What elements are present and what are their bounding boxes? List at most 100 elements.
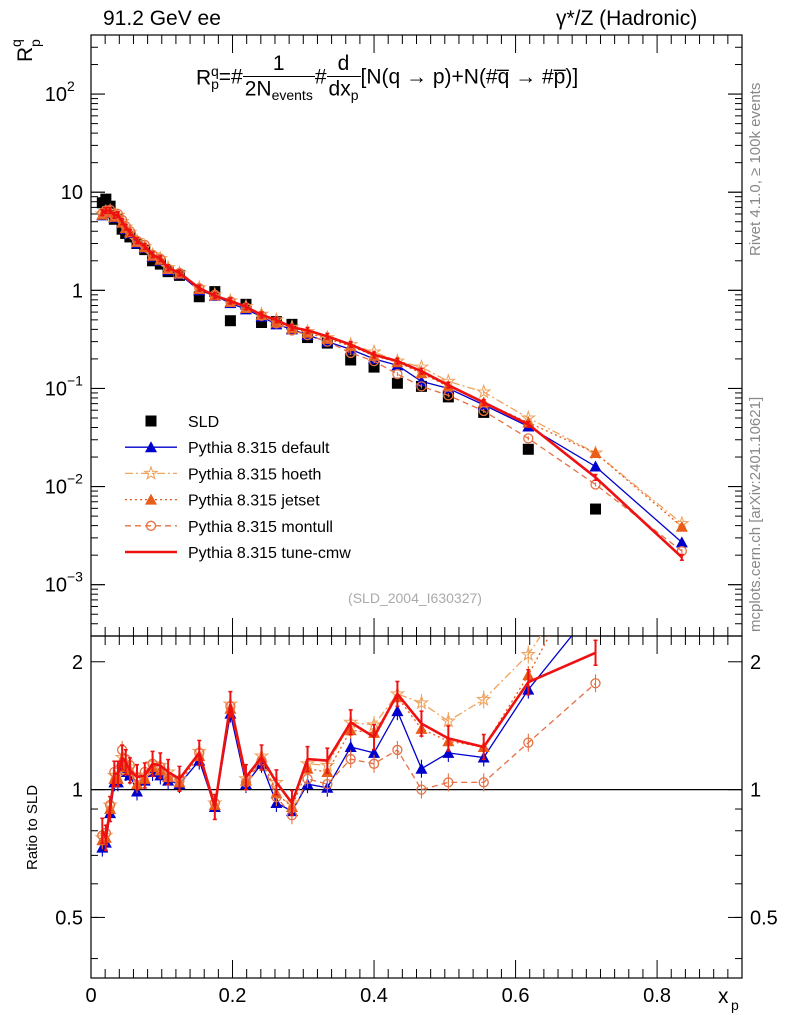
data-point <box>589 547 601 559</box>
y-tick-label: 10 <box>45 575 67 597</box>
y-tick-label: 2 <box>72 652 83 674</box>
y-tick-label: 10 <box>61 182 83 204</box>
legend-label: Pythia 8.315 jetset <box>188 493 320 510</box>
ratio-plot-frame <box>90 635 743 979</box>
series-montull <box>97 674 601 845</box>
data-point <box>475 691 492 707</box>
legend-marker <box>143 465 159 481</box>
data-point <box>675 520 688 532</box>
data-point <box>131 235 143 246</box>
x-axis-label: x p <box>718 985 739 1013</box>
data-point <box>194 283 205 294</box>
y-tick-exponent: 2 <box>67 78 75 94</box>
data-point <box>344 740 357 752</box>
data-point <box>368 361 380 373</box>
data-point <box>440 712 457 728</box>
data-point <box>415 375 428 387</box>
data-point <box>322 778 333 790</box>
data-point <box>345 354 357 366</box>
data-point <box>522 443 534 455</box>
legend-item-cmw: Pythia 8.315 tune-cmw <box>125 545 351 562</box>
x-tick-label: 0.8 <box>643 985 671 1007</box>
y-tick-label-right: 0.5 <box>750 907 778 929</box>
legend-marker <box>145 441 157 453</box>
mcplots-citation-label: mcplots.cern.ch [arXiv:2401.10621] <box>747 396 764 632</box>
x-tick-label: 0 <box>85 985 96 1007</box>
legend-label: Pythia 8.315 montull <box>188 519 333 536</box>
data-point <box>345 753 356 765</box>
ratio-axes: 0.5 0.5 1 1 2 2 0 0.2 0.4 0.6 0.8 <box>55 636 778 1007</box>
formula-lhs: Rpq <box>196 63 219 93</box>
legend-label: Pythia 8.315 tune-cmw <box>188 545 351 562</box>
data-point <box>590 678 601 689</box>
data-point <box>392 744 403 756</box>
series-line-montull <box>101 682 596 836</box>
svg-text:R: R <box>14 47 37 62</box>
data-point <box>100 193 112 205</box>
y-tick-label: 10 <box>45 477 67 499</box>
data-point <box>416 381 427 392</box>
data-point <box>155 253 166 264</box>
svg-text:q: q <box>8 39 24 47</box>
x-tick-label: 0.6 <box>502 985 530 1007</box>
legend-item-montull: Pythia 8.315 montull <box>125 519 333 536</box>
y-tick-exponent: −2 <box>67 471 83 487</box>
data-point <box>590 600 602 611</box>
x-tick-label: 0.2 <box>219 985 247 1007</box>
data-point <box>391 705 404 717</box>
x-tick-label: 0.4 <box>360 985 388 1007</box>
legend: SLD Pythia 8.315 default Pythia 8.315 hoet… <box>125 414 351 562</box>
svg-text:p: p <box>27 39 43 47</box>
legend-label: Pythia 8.315 hoeth <box>188 466 321 483</box>
data-point <box>589 460 602 472</box>
y-tick-label-right: 1 <box>750 780 761 802</box>
observable-formula: Rpq=# 1 2Nevents # d dxp [N(q → p)+N(#q̅ → #p̅… <box>196 52 579 104</box>
y-tick-label: 0.5 <box>55 907 83 929</box>
data-point <box>475 383 492 399</box>
process-title: γ*/Z (Hadronic) <box>556 7 698 30</box>
y-tick-exponent: −3 <box>67 569 83 585</box>
y-tick-label-right: 2 <box>750 652 761 674</box>
legend-label: Pythia 8.315 default <box>188 440 330 457</box>
data-point <box>415 762 428 774</box>
data-point <box>675 536 688 548</box>
series-cmw <box>100 639 598 852</box>
ratio-frame-border <box>90 635 743 979</box>
beam-energy-title: 91.2 GeV ee <box>103 7 221 30</box>
y-tick-label: 10 <box>45 84 67 106</box>
formula-fraction-derivative: d dxp <box>326 52 361 104</box>
legend-item-jetset: Pythia 8.315 jetset <box>125 493 320 510</box>
svg-text:x: x <box>718 985 729 1008</box>
ratio-series-group <box>94 542 602 857</box>
data-point <box>443 777 454 788</box>
data-point <box>478 777 489 788</box>
y-tick-label: 10 <box>45 378 67 400</box>
data-point <box>368 746 381 758</box>
y-tick-exponent: −1 <box>67 372 83 388</box>
formula-rest: [N(q → p)+N(#q̅ → #p̅)] <box>360 65 579 89</box>
svg-text:p: p <box>731 997 739 1013</box>
data-point <box>520 646 537 662</box>
y-tick-label: 1 <box>72 280 83 302</box>
y-tick-label: 1 <box>72 780 83 802</box>
legend-item-data: SLD <box>145 414 219 431</box>
formula-fraction-events: 1 2Nevents <box>242 52 315 104</box>
legend-label: SLD <box>188 414 219 431</box>
legend-marker <box>145 493 157 505</box>
data-point <box>442 746 455 758</box>
data-point <box>224 315 236 327</box>
data-point <box>590 542 602 553</box>
ratio-y-axis-label: Ratio to SLD <box>24 785 41 870</box>
data-point <box>443 390 454 401</box>
data-point <box>478 405 489 417</box>
legend-item-default: Pythia 8.315 default <box>125 440 330 457</box>
data-point <box>590 503 602 515</box>
legend-item-hoeth: Pythia 8.315 hoeth <box>125 465 321 483</box>
main-series-group <box>94 193 690 561</box>
data-point <box>391 377 403 389</box>
data-point <box>174 267 185 279</box>
data-point <box>368 758 380 769</box>
data-point <box>413 694 430 710</box>
series-cmw <box>100 206 684 561</box>
